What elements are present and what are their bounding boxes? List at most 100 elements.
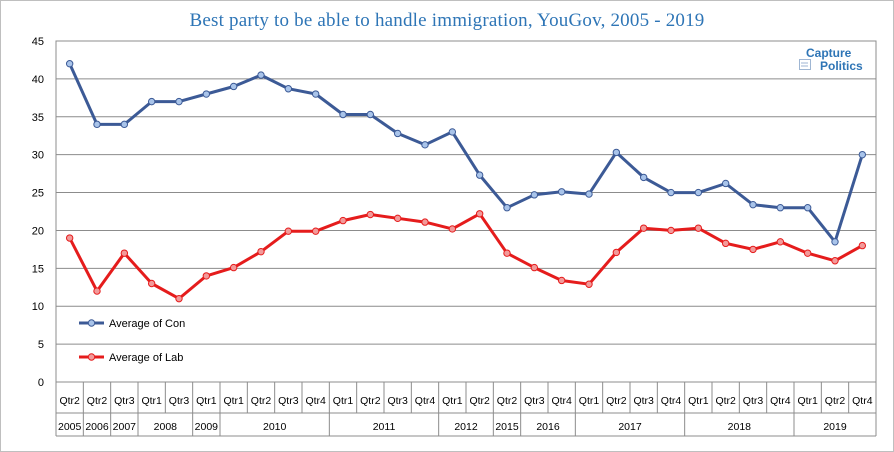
year-label: 2017 xyxy=(618,421,642,433)
data-point xyxy=(776,204,785,212)
logo-mark-icon xyxy=(799,59,811,70)
legend-label: Average of Lab xyxy=(109,352,183,364)
data-point xyxy=(776,238,785,246)
year-label: 2015 xyxy=(495,421,519,433)
data-point xyxy=(120,249,129,257)
x-tick-label: Qtr2 xyxy=(251,395,272,407)
y-tick-label: 20 xyxy=(32,225,44,237)
data-point xyxy=(694,224,703,232)
y-tick-label: 25 xyxy=(32,188,44,200)
x-tick-label: Qtr4 xyxy=(415,395,436,407)
x-tick-label: Qtr4 xyxy=(852,395,873,407)
data-point xyxy=(557,188,566,196)
x-tick-label: Qtr1 xyxy=(797,395,818,407)
logo-line-1: Capture xyxy=(806,46,852,60)
year-label: 2011 xyxy=(373,421,396,433)
data-point xyxy=(448,225,457,233)
data-point xyxy=(858,150,867,159)
x-tick-label: Qtr1 xyxy=(442,395,463,407)
x-tick-label: Qtr3 xyxy=(278,395,299,407)
y-tick-label: 35 xyxy=(32,112,44,124)
x-tick-label: Qtr4 xyxy=(661,395,682,407)
data-point xyxy=(585,190,593,198)
data-point xyxy=(585,280,593,288)
data-point xyxy=(147,279,156,288)
data-point xyxy=(612,248,621,257)
capture-politics-logo: Capture Politics xyxy=(798,46,872,76)
legend-swatch-marker xyxy=(87,319,96,327)
x-tick-label: Qtr3 xyxy=(169,395,190,407)
series-line-con xyxy=(68,63,864,244)
x-tick-label: Qtr4 xyxy=(305,395,326,407)
data-point xyxy=(831,257,839,265)
year-label: 2018 xyxy=(728,421,752,433)
year-label: 2019 xyxy=(823,421,847,433)
data-point xyxy=(803,249,812,257)
year-label: 2005 xyxy=(58,421,82,433)
y-tick-label: 30 xyxy=(32,150,44,162)
data-point xyxy=(393,214,402,223)
data-point xyxy=(667,188,675,197)
data-point xyxy=(667,226,675,235)
legend-label: Average of Con xyxy=(109,318,185,330)
data-point xyxy=(339,216,347,225)
data-point xyxy=(694,188,703,197)
data-point xyxy=(284,227,293,235)
x-tick-label: Qtr3 xyxy=(743,395,764,407)
plot-area xyxy=(55,40,877,383)
y-tick-label: 5 xyxy=(38,339,44,351)
x-tick-label: Qtr2 xyxy=(497,395,518,407)
logo-line-2: Politics xyxy=(820,59,863,73)
x-tick-label: Qtr3 xyxy=(633,395,654,407)
data-point xyxy=(503,249,511,257)
x-tick-label: Qtr4 xyxy=(770,395,791,407)
data-point xyxy=(339,110,347,119)
year-label: 2008 xyxy=(154,421,178,433)
data-point xyxy=(65,60,74,68)
year-label: 2012 xyxy=(454,421,478,433)
data-point xyxy=(530,263,539,272)
year-label: 2010 xyxy=(263,421,287,433)
data-point xyxy=(93,120,101,129)
x-tick-label: Qtr1 xyxy=(579,395,600,407)
x-tick-label: Qtr3 xyxy=(524,395,545,407)
x-tick-label: Qtr2 xyxy=(360,395,381,407)
data-point xyxy=(311,90,320,98)
data-point xyxy=(229,263,238,272)
data-point xyxy=(503,204,511,212)
data-point xyxy=(93,287,101,295)
data-point xyxy=(421,141,429,149)
data-point xyxy=(721,239,730,248)
data-point xyxy=(120,120,129,129)
x-tick-label: Qtr3 xyxy=(387,395,408,407)
data-point xyxy=(393,129,402,138)
data-point xyxy=(612,148,621,157)
x-tick-label: Qtr2 xyxy=(715,395,736,407)
data-point xyxy=(284,85,293,93)
data-point xyxy=(858,241,867,250)
year-label: 2006 xyxy=(85,421,109,433)
x-tick-label: Qtr3 xyxy=(114,395,135,407)
data-point xyxy=(366,210,375,219)
data-point xyxy=(803,204,812,212)
x-tick-label: Qtr1 xyxy=(223,395,244,407)
data-point xyxy=(175,294,183,303)
data-point xyxy=(639,173,648,182)
data-point xyxy=(175,97,183,106)
x-tick-label: Qtr1 xyxy=(333,395,354,407)
data-point xyxy=(229,82,238,91)
year-label: 2007 xyxy=(113,421,137,433)
data-point xyxy=(831,238,839,246)
data-point xyxy=(448,128,457,136)
x-tick-label: Qtr2 xyxy=(59,395,80,407)
x-tick-label: Qtr1 xyxy=(196,395,217,407)
x-tick-label: Qtr1 xyxy=(688,395,709,407)
data-point xyxy=(475,171,484,179)
data-point xyxy=(147,97,156,106)
data-point xyxy=(65,234,74,242)
data-point xyxy=(202,90,211,98)
y-tick-label: 45 xyxy=(32,36,44,48)
data-point xyxy=(257,247,265,256)
